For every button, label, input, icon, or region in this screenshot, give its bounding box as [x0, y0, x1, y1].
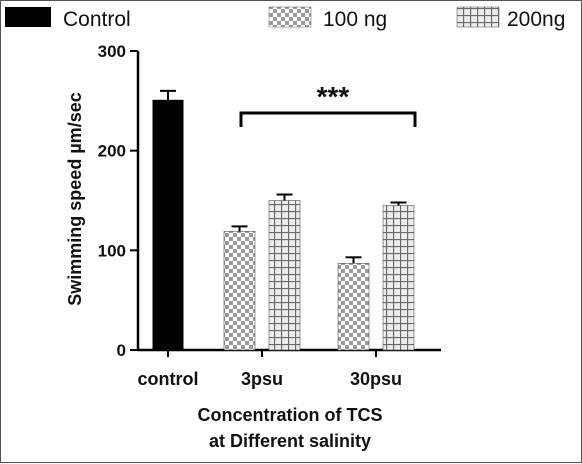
x-axis-title-line-2: at Different salinity [209, 431, 371, 451]
significance-bracket [239, 111, 417, 127]
y-tick-label: 0 [117, 341, 126, 360]
legend-swatch-control [5, 7, 51, 27]
x-tick-label: 30psu [350, 369, 402, 389]
bar-100ng-30psu [337, 262, 370, 351]
bar-200ng-30psu [382, 205, 415, 351]
x-axis-title-line-1: Concentration of TCS [198, 405, 383, 425]
bar-control-control [152, 99, 184, 350]
tick-labels: 0 100 200 300 control 3psu 30psu [98, 42, 402, 389]
legend-swatch-200ng [456, 6, 500, 28]
significance-stars: *** [317, 81, 350, 112]
bars [152, 89, 415, 351]
legend-label-200ng: 200ng [507, 8, 565, 31]
x-tick-label: control [138, 369, 199, 389]
y-tick-label: 200 [98, 142, 126, 161]
y-tick-label: 300 [98, 42, 126, 61]
y-axis-label: Swimming speed µm/sec [65, 92, 85, 305]
y-tick-label: 100 [98, 241, 126, 260]
bar-100ng-3psu [223, 231, 256, 351]
legend-swatch-100ng [268, 6, 312, 28]
bar-200ng-3psu [268, 200, 301, 351]
legend-label-100ng: 100 ng [323, 8, 387, 31]
significance-annotation: *** [239, 81, 417, 127]
legend: Control 100 ng 200ng [5, 6, 565, 31]
x-tick-label: 3psu [241, 369, 283, 389]
legend-label-control: Control [63, 8, 131, 31]
